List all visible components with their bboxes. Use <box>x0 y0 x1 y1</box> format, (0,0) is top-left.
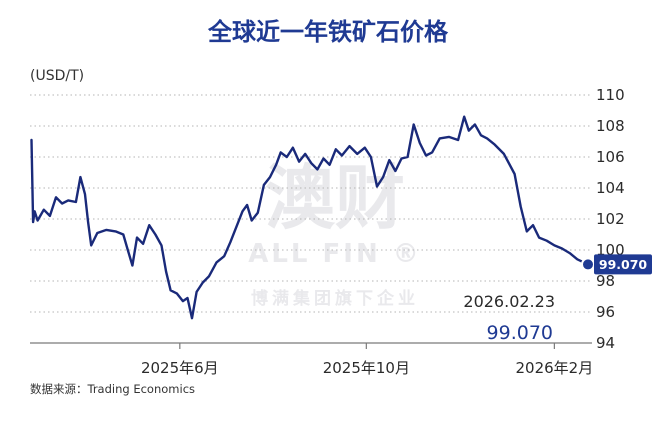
watermark: 澳财 ALL FIN ® 博满集团旗下企业 <box>248 157 422 309</box>
y-axis-unit: (USD/T) <box>30 68 84 84</box>
x-tick-label: 2025年6月 <box>141 359 219 377</box>
annotation-date: 2026.02.23 <box>463 292 555 311</box>
watermark-tagline-text: 博满集团旗下企业 <box>251 288 419 309</box>
data-source: 数据来源：Trading Economics <box>30 382 195 396</box>
y-tick-label: 104 <box>596 179 625 197</box>
end-value-label: 99.070 <box>599 257 648 272</box>
annotation-value: 99.070 <box>487 322 553 344</box>
y-tick-label: 106 <box>596 148 625 166</box>
chart-title: 全球近一年铁矿石价格 <box>207 18 449 46</box>
grid <box>30 94 592 313</box>
watermark-logo-text: 澳财 <box>265 157 405 239</box>
x-tick-label: 2026年2月 <box>516 359 594 377</box>
x-tick-label: 2025年10月 <box>323 359 410 377</box>
y-tick-label: 102 <box>596 210 625 228</box>
y-tick-label: 110 <box>596 86 625 104</box>
series-line <box>30 115 590 320</box>
y-tick-label: 96 <box>596 303 615 321</box>
y-tick-label: 108 <box>596 117 625 135</box>
x-axis: 2025年6月 2025年10月 2026年2月 <box>141 343 593 377</box>
watermark-brand-text: ALL FIN ® <box>248 239 422 269</box>
y-tick-label: 98 <box>596 272 615 290</box>
end-point-marker <box>581 257 595 272</box>
y-tick-label: 94 <box>596 334 615 352</box>
end-value-label-box <box>594 254 652 275</box>
